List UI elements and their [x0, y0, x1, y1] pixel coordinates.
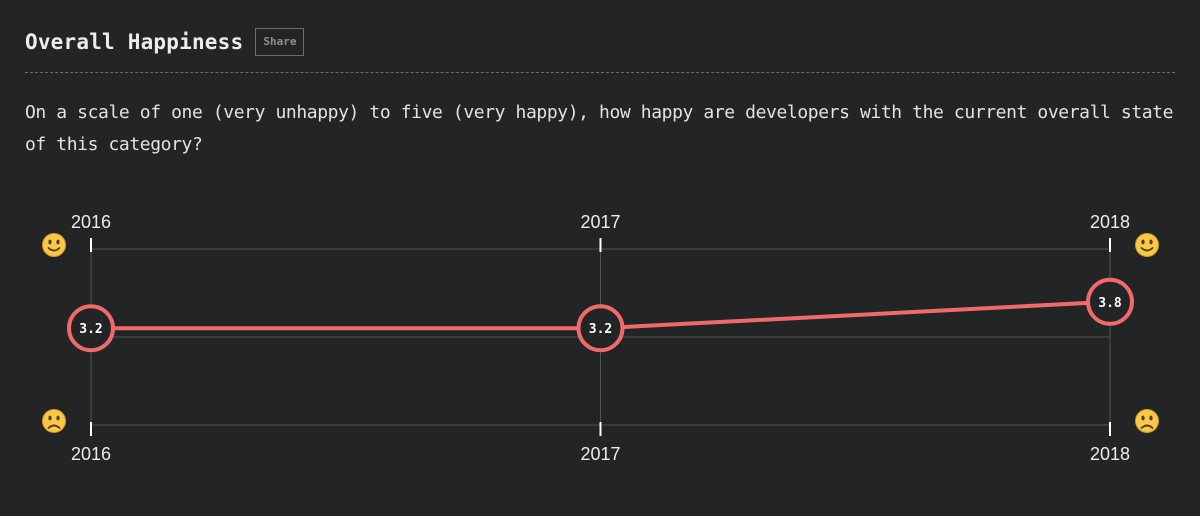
slightly-smiling-face-icon	[1135, 233, 1159, 257]
frowning-face-icon-mouth	[1140, 424, 1154, 429]
section-header: Overall Happiness Share	[25, 28, 305, 56]
slightly-smiling-face-icon	[42, 233, 66, 257]
share-button[interactable]: Share	[255, 28, 305, 56]
slightly-smiling-face-icon-mouth	[1140, 247, 1154, 252]
data-point: 3.2	[576, 304, 625, 353]
data-label: 3.2	[79, 322, 102, 337]
page-title: Overall Happiness	[25, 30, 244, 54]
data-point-marker	[576, 304, 625, 353]
x-tick-label-top: 2016	[71, 212, 111, 232]
frowning-face-icon	[1135, 409, 1159, 433]
question-text: On a scale of one (very unhappy) to five…	[25, 102, 1174, 155]
slightly-smiling-face-icon-eye	[1149, 239, 1153, 245]
frowning-face-icon-face	[42, 409, 66, 433]
data-point-marker	[67, 304, 115, 353]
slightly-smiling-face-icon-face	[1135, 233, 1159, 257]
frowning-face-icon-face	[1135, 409, 1159, 433]
frowning-face-icon-eye	[1141, 415, 1145, 421]
x-tick-label-bottom: 2018	[1090, 444, 1130, 464]
slightly-smiling-face-icon-eye	[1141, 239, 1145, 245]
x-tick-label-top: 2017	[580, 212, 620, 232]
data-point: 3.2	[67, 304, 115, 353]
slightly-smiling-face-icon-mouth	[47, 247, 61, 252]
data-point: 3.8	[1086, 277, 1134, 326]
slightly-smiling-face-icon-face	[42, 233, 66, 257]
frowning-face-icon-eye	[56, 415, 60, 421]
frowning-face-icon-eye	[1149, 415, 1153, 421]
x-tick-label-top: 2018	[1090, 212, 1130, 232]
data-label: 3.2	[589, 322, 612, 337]
slightly-smiling-face-icon-eye	[48, 239, 52, 245]
data-label: 3.8	[1098, 296, 1122, 311]
x-tick-label-bottom: 2016	[71, 444, 111, 464]
x-tick-label-bottom: 2017	[580, 444, 620, 464]
dashed-divider	[25, 72, 1175, 73]
frowning-face-icon-eye	[48, 415, 52, 421]
frowning-face-icon-mouth	[47, 424, 61, 429]
data-point-marker	[1086, 277, 1134, 326]
slightly-smiling-face-icon-eye	[56, 239, 60, 245]
frowning-face-icon	[42, 409, 66, 433]
